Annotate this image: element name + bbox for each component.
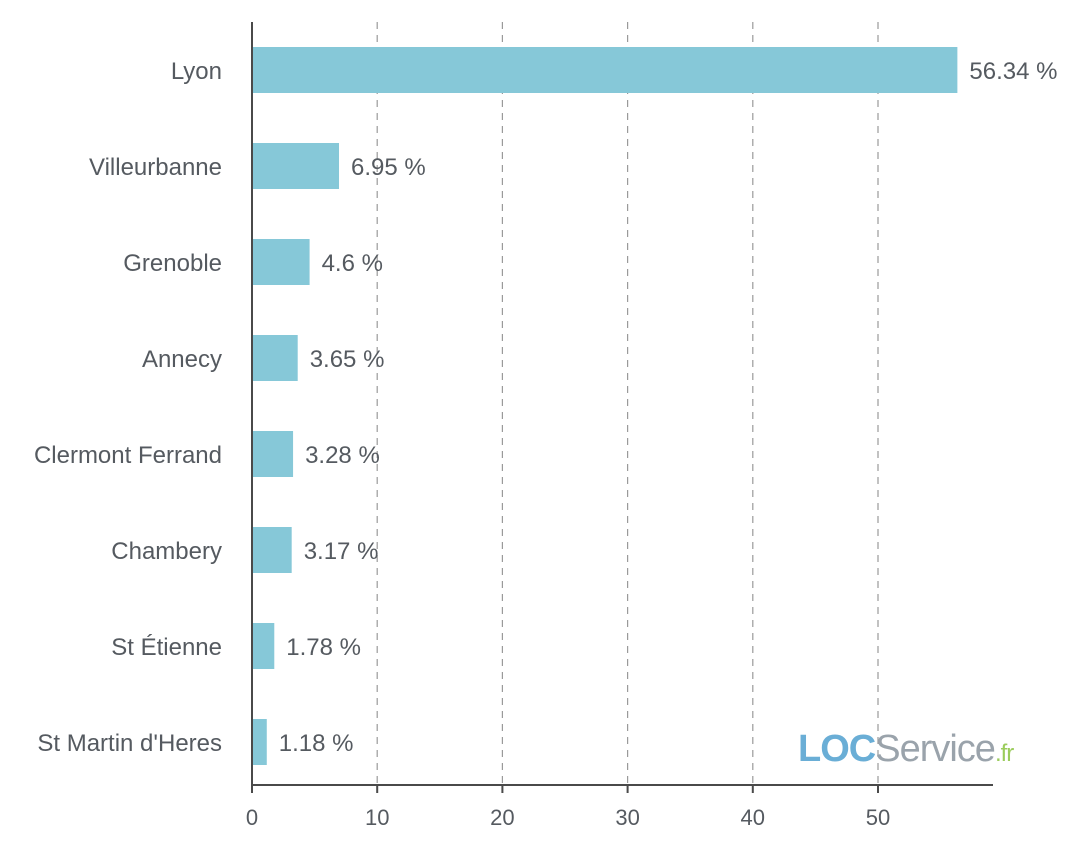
category-label: Annecy: [142, 346, 222, 373]
logo-loc: LOC: [798, 728, 876, 770]
bar-annecy: [252, 335, 298, 381]
x-tick-label: 40: [741, 805, 765, 830]
x-tick-label: 10: [365, 805, 389, 830]
locservice-logo: LOCService.fr: [798, 728, 1014, 771]
category-label: St Étienne: [111, 634, 222, 661]
value-label: 3.17 %: [304, 538, 379, 565]
category-label: Villeurbanne: [89, 154, 222, 181]
value-label: 6.95 %: [351, 154, 426, 181]
bar-lyon: [252, 47, 958, 93]
bar-grenoble: [252, 239, 310, 285]
x-tick-label: 20: [490, 805, 514, 830]
category-label: Chambery: [111, 538, 222, 565]
bar-clermont-ferrand: [252, 431, 294, 477]
grid-lines: [376, 22, 879, 785]
bar-st-tienne: [252, 623, 275, 669]
x-tick-label: 30: [615, 805, 639, 830]
labels: Lyon 56.34 % Villeurbanne 6.95 % Grenoble 4.6…: [34, 58, 1058, 757]
value-label: 4.6 %: [322, 250, 383, 277]
x-tick-label: 50: [866, 805, 890, 830]
category-label: St Martin d'Heres: [37, 730, 222, 757]
category-label: Clermont Ferrand: [34, 442, 222, 469]
value-label: 1.78 %: [286, 634, 361, 661]
value-label: 56.34 %: [969, 58, 1057, 85]
bar-st-martin-d-heres: [252, 719, 267, 765]
bar-chambery: [252, 527, 292, 573]
x-axis-ticks: 0 10 20 30 40 50: [246, 785, 890, 830]
category-label: Lyon: [171, 58, 222, 85]
value-label: 3.28 %: [305, 442, 380, 469]
logo-fr: .fr: [994, 740, 1014, 767]
category-label: Grenoble: [123, 250, 222, 277]
x-tick-label: 0: [246, 805, 258, 830]
bar-villeurbanne: [252, 143, 340, 189]
value-label: 3.65 %: [310, 346, 385, 373]
bars: [252, 47, 958, 765]
value-label: 1.18 %: [279, 730, 354, 757]
logo-service: Service: [875, 728, 996, 770]
